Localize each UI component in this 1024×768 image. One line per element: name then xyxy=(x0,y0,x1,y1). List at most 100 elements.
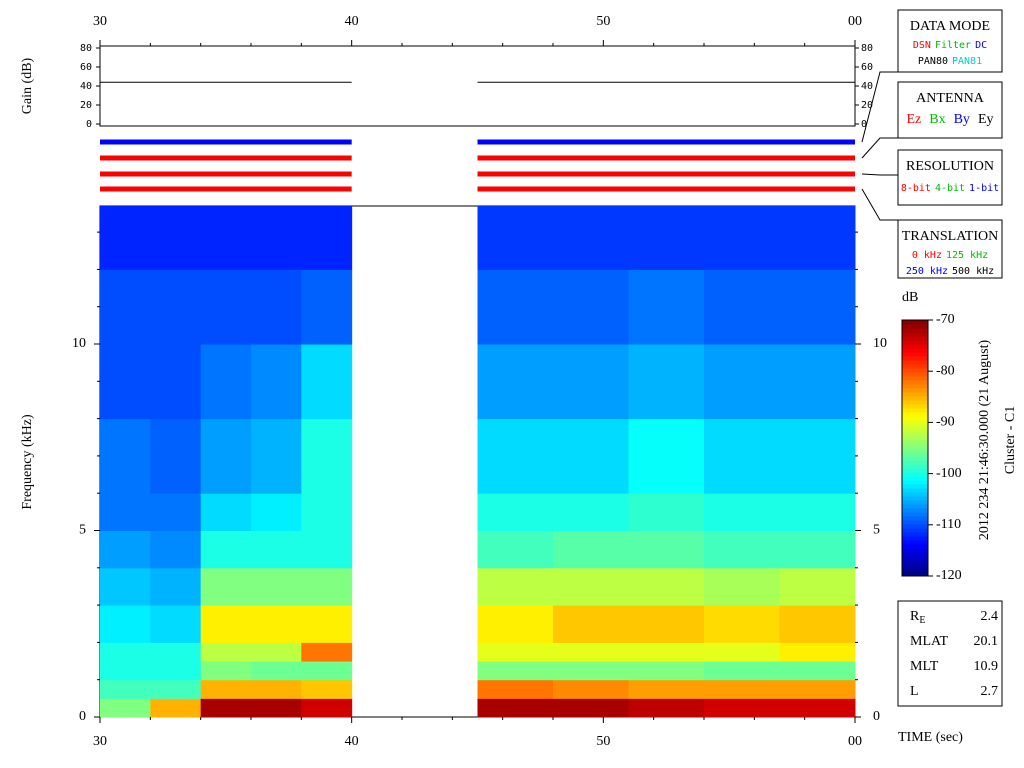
colorbar-swatch xyxy=(902,348,928,353)
annotation: 2012 234 21:46:30.000 (21 August) xyxy=(977,340,992,541)
spectrogram-cell xyxy=(100,642,151,662)
status-bar xyxy=(477,139,855,145)
spectrogram-cell xyxy=(251,206,302,270)
colorbar-swatch xyxy=(902,356,928,361)
colorbar-swatch xyxy=(902,428,928,433)
legend-box xyxy=(897,81,1003,139)
colorbar-swatch xyxy=(902,344,928,349)
colorbar-swatch xyxy=(902,524,928,529)
spectrogram-cell xyxy=(628,642,705,662)
y-tick-label: 5 xyxy=(79,523,86,538)
status-bar xyxy=(477,171,855,177)
colorbar-swatch xyxy=(902,520,928,525)
colorbar-swatch xyxy=(902,380,928,385)
y-tick-label: 20 xyxy=(861,100,873,111)
spectrogram-cell xyxy=(779,418,856,494)
spectrogram-cell xyxy=(628,493,705,532)
spectrogram-cell xyxy=(477,661,554,681)
colorbar-swatch xyxy=(902,488,928,493)
y-tick-label: 60 xyxy=(80,62,92,73)
colorbar-swatch xyxy=(902,432,928,437)
spectrogram-cell xyxy=(553,269,629,345)
status-bar xyxy=(100,139,352,145)
legend-item: By xyxy=(954,112,970,127)
legend-box xyxy=(897,149,1003,206)
spectrogram-cell xyxy=(704,679,780,699)
ephemeris-box xyxy=(897,600,1003,707)
colorbar-swatch xyxy=(902,360,928,365)
spectrogram-cell xyxy=(704,493,780,532)
spectrogram-cell xyxy=(150,679,202,699)
colorbar-tick-label: -100 xyxy=(936,466,962,481)
legend-item: 250 kHz xyxy=(906,266,948,277)
status-bar xyxy=(100,186,352,192)
colorbar-swatch xyxy=(902,368,928,373)
colorbar-swatch xyxy=(902,484,928,489)
colorbar-swatch xyxy=(902,492,928,497)
leader-line xyxy=(861,137,898,159)
spectrogram-cell xyxy=(251,661,302,681)
colorbar-tick-label: -110 xyxy=(936,517,961,532)
colorbar-label: dB xyxy=(902,290,918,305)
y-tick-label: 0 xyxy=(79,709,86,724)
spectrogram-cell xyxy=(553,493,629,532)
spectrogram-cell xyxy=(553,206,629,270)
spectrogram-cell xyxy=(100,567,151,606)
legend-item: DSN xyxy=(913,40,931,51)
legend-title: DATA MODE xyxy=(910,19,990,34)
colorbar-swatch xyxy=(902,552,928,557)
colorbar-swatch xyxy=(902,512,928,517)
spectrogram-cell xyxy=(150,567,202,606)
spectrogram-cell xyxy=(704,605,780,643)
ephemeris-name: R xyxy=(910,609,920,624)
spectrogram-cell xyxy=(779,698,856,718)
x-tick-label: 50 xyxy=(596,734,610,749)
y-tick-label: 60 xyxy=(861,62,873,73)
spectrogram-cell xyxy=(301,530,353,569)
colorbar-swatch xyxy=(902,456,928,461)
colorbar-swatch xyxy=(902,572,928,577)
spectrogram-cell xyxy=(200,493,252,532)
x-tick-label: 50 xyxy=(596,14,610,29)
colorbar-swatch xyxy=(902,536,928,541)
spectrogram-cell xyxy=(628,698,705,718)
y-tick-label: 10 xyxy=(72,336,86,351)
colorbar-swatch xyxy=(902,372,928,377)
spectrogram-cell xyxy=(477,679,554,699)
colorbar-swatch xyxy=(902,452,928,457)
spectrogram-cell xyxy=(251,567,302,606)
y-tick-label: 80 xyxy=(80,43,92,54)
spectrogram-cell xyxy=(100,661,151,681)
status-bar xyxy=(100,155,352,161)
spectrogram-cell xyxy=(704,206,780,270)
legend-item: 1-bit xyxy=(969,183,999,194)
colorbar-swatch xyxy=(902,464,928,469)
colorbar-swatch xyxy=(902,408,928,413)
ephemeris-value: 10.9 xyxy=(974,659,999,674)
spectrogram-cell xyxy=(251,530,302,569)
spectrogram-cell xyxy=(200,642,252,662)
spectrogram-cell xyxy=(301,679,353,699)
colorbar-swatch xyxy=(902,384,928,389)
spectrogram-cell xyxy=(100,530,151,569)
spectrogram-cell xyxy=(553,642,629,662)
colorbar-swatch xyxy=(902,540,928,545)
colorbar-swatch xyxy=(902,480,928,485)
spectrogram-cell xyxy=(553,567,629,606)
ephemeris-subscript: E xyxy=(919,615,925,626)
spectrogram-cell xyxy=(251,344,302,420)
spectrogram-cell xyxy=(628,661,705,681)
colorbar-swatch xyxy=(902,496,928,501)
colorbar-swatch xyxy=(902,516,928,521)
status-bar xyxy=(100,171,352,177)
spectrogram-cell xyxy=(100,698,151,718)
ephemeris-name: MLAT xyxy=(910,634,949,649)
colorbar-swatch xyxy=(902,328,928,333)
x-tick-label: 40 xyxy=(345,14,359,29)
legend-item: 8-bit xyxy=(901,183,931,194)
spectrogram-cell xyxy=(100,679,151,699)
colorbar-swatch xyxy=(902,560,928,565)
colorbar-swatch xyxy=(902,320,928,325)
status-bar xyxy=(477,155,855,161)
